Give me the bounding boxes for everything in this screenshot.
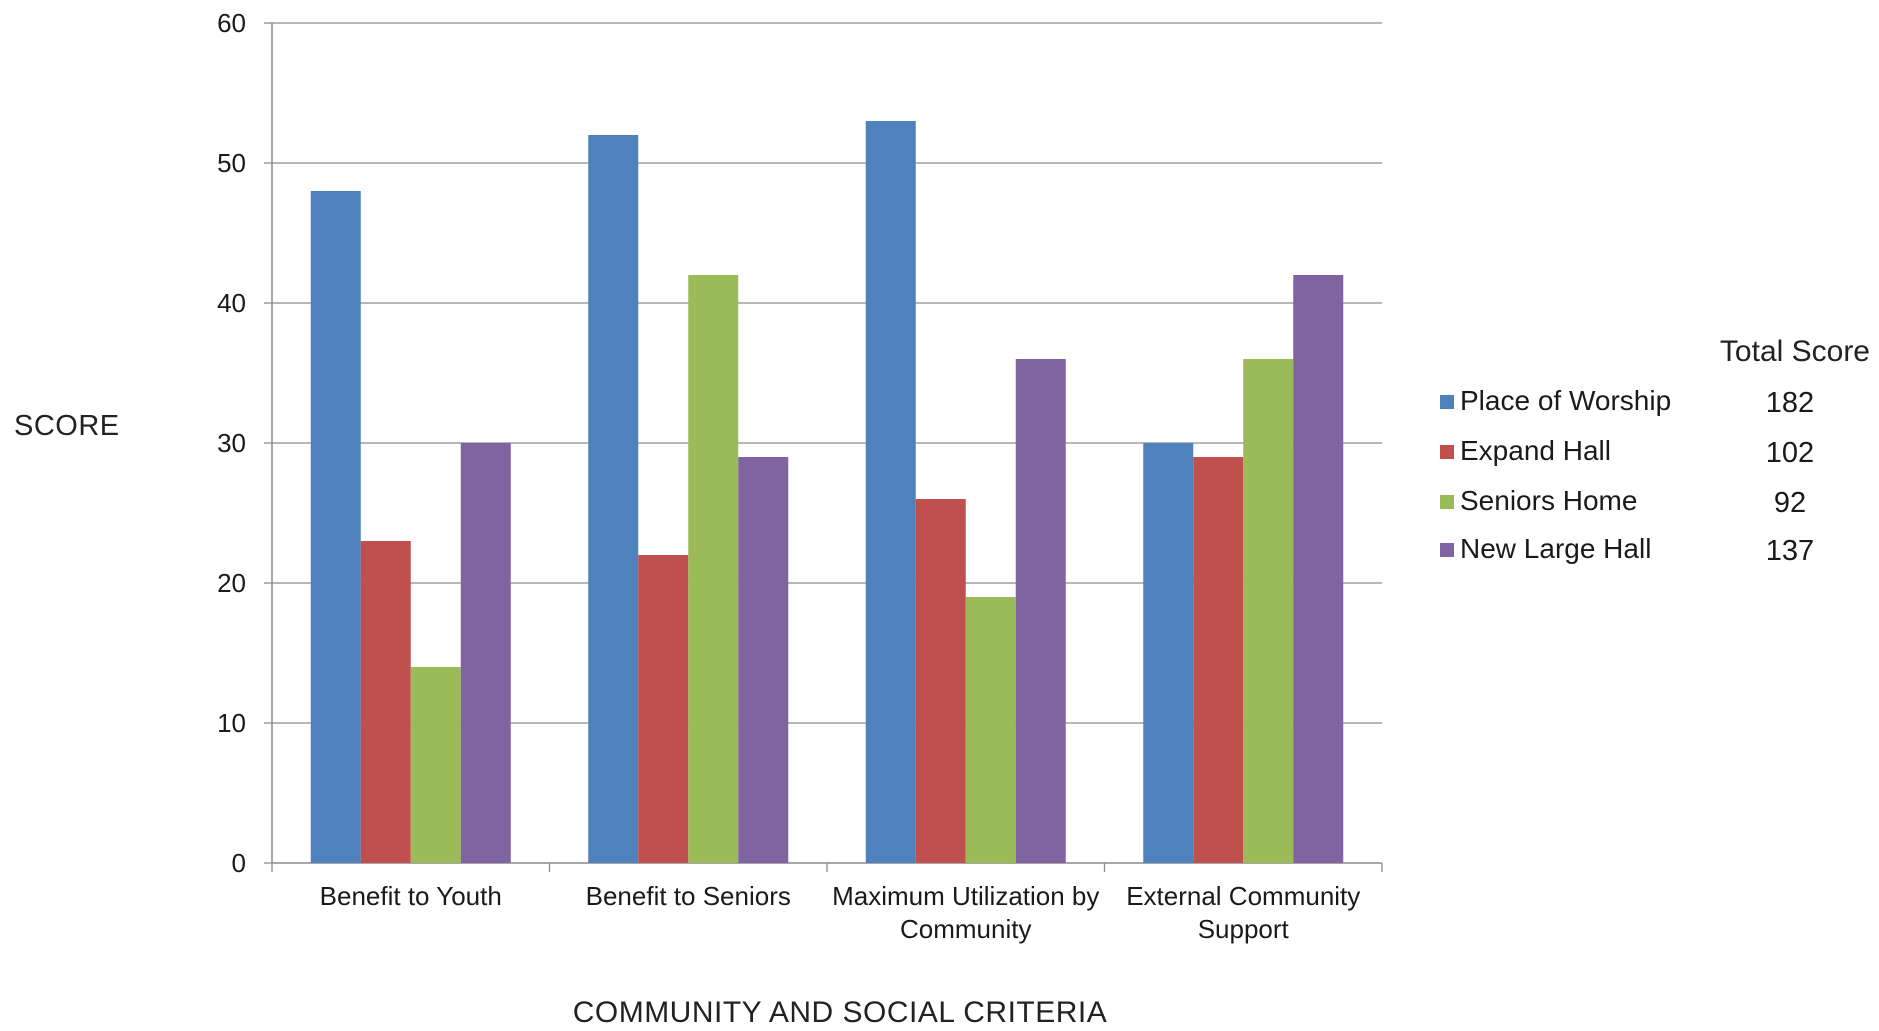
legend-label: Place of Worship [1460, 385, 1672, 416]
bar [1243, 359, 1294, 863]
bar [1015, 359, 1066, 863]
legend-total: 102 [1765, 437, 1815, 469]
legend-swatch [1440, 395, 1454, 409]
legend: Total Score Place of Worship 182 Expand … [1440, 335, 1870, 585]
legend-item: Seniors Home 92 [1440, 485, 1850, 521]
bar [1193, 457, 1244, 863]
y-tick-label: 60 [217, 8, 246, 38]
legend-item: Expand Hall 102 [1440, 435, 1850, 471]
legend-total: 137 [1765, 535, 1815, 567]
bar [688, 275, 739, 863]
y-tick-label: 0 [232, 848, 246, 878]
legend-swatch [1440, 445, 1454, 459]
legend-label: Seniors Home [1460, 485, 1638, 516]
bar [738, 457, 789, 863]
x-tick-label: Benefit to Seniors [586, 881, 791, 911]
x-axis-label: COMMUNITY AND SOCIAL CRITERIA [572, 996, 1108, 1029]
legend-swatch [1440, 495, 1454, 509]
bar [310, 191, 361, 863]
legend-total: 92 [1773, 487, 1807, 519]
bar [865, 121, 916, 863]
legend-header: Total Score [1719, 335, 1870, 368]
y-tick-label: 10 [217, 708, 246, 738]
bar [1143, 443, 1194, 863]
bar [588, 135, 639, 863]
y-tick-label: 30 [217, 428, 246, 458]
bar [965, 597, 1016, 863]
legend-swatch [1440, 543, 1454, 557]
x-tick-label: Benefit to Youth [320, 881, 502, 911]
legend-label: New Large Hall [1460, 533, 1652, 564]
y-tick-label: 20 [217, 568, 246, 598]
bar [638, 555, 689, 863]
y-tick-label: 50 [217, 148, 246, 178]
bar [1293, 275, 1344, 863]
bar [460, 443, 511, 863]
legend-item: Place of Worship 182 [1440, 385, 1850, 421]
x-tick-label: External Community Support [1126, 881, 1360, 944]
legend-label: Expand Hall [1460, 435, 1611, 466]
bar [410, 667, 461, 863]
bar [360, 541, 411, 863]
bar [915, 499, 966, 863]
y-tick-label: 40 [217, 288, 246, 318]
y-axis-label: SCORE [14, 410, 120, 442]
legend-item: New Large Hall 137 [1440, 533, 1850, 569]
legend-total: 182 [1765, 387, 1815, 419]
x-tick-label: Maximum Utilization by Community [832, 881, 1099, 944]
